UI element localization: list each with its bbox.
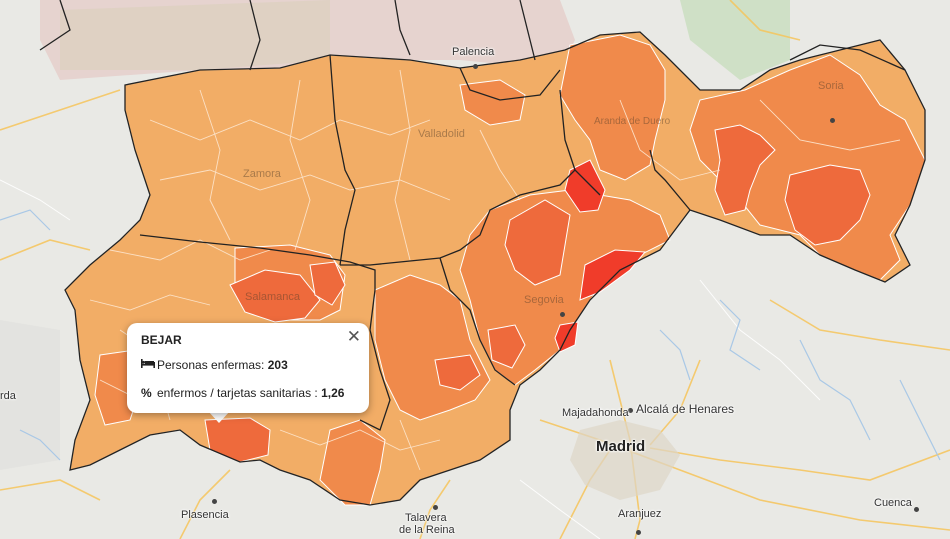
zone-strong: [714, 124, 776, 216]
zone-medium: [559, 34, 666, 181]
segovia-dot: [560, 312, 565, 317]
popup-row-sick: Personas enfermas: 203: [141, 358, 288, 372]
city-label-majadahonda: Majadahonda: [562, 407, 629, 419]
zone-medium: [459, 79, 526, 126]
city-label-alcala: Alcalá de Henares: [636, 402, 735, 416]
zone-strong: [309, 261, 346, 306]
minor-roads: [0, 179, 821, 539]
popup-pointer: [208, 411, 230, 423]
popup-row1-value: 203: [267, 358, 288, 372]
popup-row-ratio: % enfermos / tarjetas sanitarias : 1,26: [141, 386, 344, 400]
city-label-soria: Soria: [818, 80, 844, 92]
madrid-urban-area: [570, 420, 680, 500]
zone-strong: [204, 417, 271, 463]
city-label-madrid: Madrid: [596, 438, 646, 455]
city-label-segovia: Segovia: [524, 294, 564, 306]
city-label-talavera-1: Talavera: [405, 512, 447, 524]
zone-strong: [504, 199, 571, 286]
north-region: [60, 0, 330, 70]
zone-medium: [319, 419, 386, 506]
popup-row1-label: Personas enfermas:: [157, 358, 265, 372]
zone-strong: [434, 354, 481, 391]
city-label-valladolid: Valladolid: [418, 128, 465, 140]
zone-max: [579, 249, 647, 301]
percent-icon: %: [141, 386, 152, 400]
city-label-talavera-2: de la Reina: [399, 524, 455, 536]
popup-title: BEJAR: [141, 333, 182, 347]
city-label-cuenca: Cuenca: [874, 497, 912, 509]
soria-dot: [830, 118, 835, 123]
cuenca-dot: [914, 507, 919, 512]
city-label-guarda: rda: [0, 390, 16, 402]
province-borders: [39, 0, 926, 506]
city-label-aranda: Aranda de Duero: [594, 116, 671, 127]
popup-row2-value: 1,26: [321, 386, 345, 400]
rivers: [0, 209, 941, 461]
close-icon[interactable]: ✕: [346, 327, 361, 346]
info-popup: BEJAR ✕ Personas enfermas: 203 % enfermos…: [127, 323, 369, 413]
popup-row2-label: enfermos / tarjetas sanitarias :: [157, 386, 318, 400]
municipality-lines: [89, 69, 901, 471]
zone-strong: [487, 324, 526, 369]
zone-max: [564, 159, 606, 213]
city-label-plasencia: Plasencia: [181, 509, 229, 521]
forest-area: [680, 0, 790, 80]
zone-strong: [229, 269, 321, 323]
portugal-area: [0, 320, 60, 470]
city-label-aranjuez: Aranjuez: [618, 508, 662, 520]
city-label-palencia: Palencia: [452, 46, 495, 58]
plasencia-dot: [212, 499, 217, 504]
palencia-dot: [473, 64, 478, 69]
zone-strong: [784, 164, 871, 246]
city-label-zamora: Zamora: [243, 168, 281, 180]
talavera-dot: [433, 505, 438, 510]
aranjuez-dot: [636, 530, 641, 535]
city-label-salamanca: Salamanca: [245, 291, 301, 303]
alcala-dot: [628, 408, 633, 413]
